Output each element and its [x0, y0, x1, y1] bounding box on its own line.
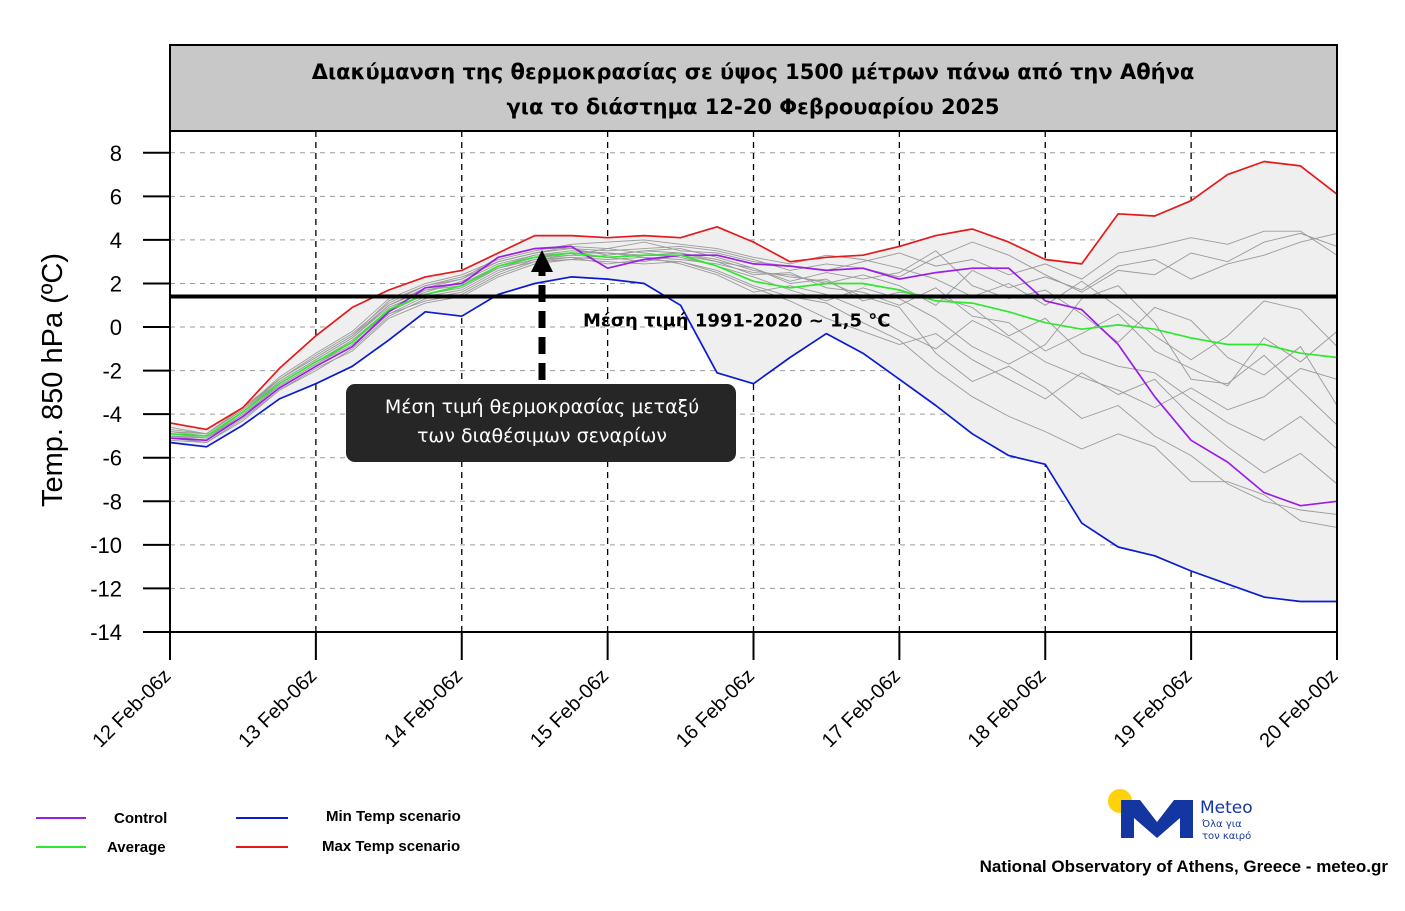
ensemble-member-line [169, 230, 1338, 435]
chart-title-line-2: για το διάστημα 12-20 Φεβρουαρίου 2025 [507, 95, 1000, 119]
x-tick-label: 12 Feb-06z [88, 665, 175, 752]
legend-label-max: Max Temp scenario [322, 838, 460, 855]
series-line-average [169, 252, 1338, 437]
series-line-control [169, 245, 1338, 507]
logo-m-icon [1121, 800, 1193, 838]
spread-envelope [170, 161, 1337, 602]
ensemble-member-line [169, 232, 1338, 437]
y-tick-label: 0 [110, 315, 122, 340]
x-tick-label: 14 Feb-06z [380, 665, 467, 752]
x-tick-label: 19 Feb-06z [1110, 665, 1197, 752]
legend-label-average: Average [107, 839, 166, 856]
ensemble-member-line [169, 239, 1338, 435]
x-tick-label: 17 Feb-06z [818, 665, 905, 752]
legend-label-control: Control [114, 810, 167, 827]
spread-area [170, 161, 1337, 602]
reference-line-label: Μέση τιμή 1991-2020 ~ 1,5 °C [583, 311, 891, 332]
y-axis-label: Temp. 850 hPa (ºC) [37, 253, 69, 507]
climatology-reference: Μέση τιμή 1991-2020 ~ 1,5 °C [170, 294, 1337, 332]
title-background [169, 44, 1338, 132]
y-tick-label: 4 [110, 228, 122, 253]
series-lines [169, 160, 1338, 603]
x-tick-label: 15 Feb-06z [526, 665, 613, 752]
legend: Control Average Min Temp scenario Max Te… [36, 808, 461, 856]
y-tick-label: 2 [110, 271, 122, 296]
y-tick-label: -6 [102, 446, 122, 471]
x-axis-ticks: 12 Feb-06z 13 Feb-06z 14 Feb-06z 15 Feb-06z… [88, 632, 1343, 752]
logo-wordmark: Meteo [1200, 798, 1253, 818]
ensemble-member-line [169, 252, 1338, 437]
y-tick-label: 6 [110, 184, 122, 209]
callout-box [346, 384, 736, 462]
callout-text-line-2: των διαθέσιμων σεναρίων [417, 425, 667, 447]
logo-tagline-2: τον καιρό [1202, 830, 1251, 842]
ensemble-member-line [169, 232, 1338, 439]
chart-title-line-1: Διακύμανση της θερμοκρασίας σε ύψος 1500… [312, 60, 1195, 84]
ensemble-member-line [169, 248, 1338, 439]
y-tick-label: 8 [110, 141, 122, 166]
x-tick-label: 20 Feb-00z [1255, 665, 1342, 752]
y-tick-label: -2 [102, 359, 122, 384]
footer-credit: National Observatory of Athens, Greece -… [980, 857, 1389, 876]
legend-label-min: Min Temp scenario [326, 808, 461, 825]
average-callout: Μέση τιμή θερμοκρασίας μεταξύ των διαθέσ… [346, 250, 736, 462]
series-line-min-temp-scenario [169, 276, 1337, 603]
y-tick-label: -14 [90, 620, 122, 645]
y-axis-ticks: 8 6 4 2 0 -2 -4 -6 -8 -10 -12 -14 [90, 141, 170, 645]
meteo-logo: Meteo Όλα για τον καιρό [1108, 789, 1253, 842]
x-tick-label: 16 Feb-06z [672, 665, 759, 752]
title-box: Διακύμανση της θερμοκρασίας σε ύψος 1500… [169, 44, 1338, 132]
logo-tagline-1: Όλα για [1201, 818, 1242, 830]
y-tick-label: -4 [102, 402, 122, 427]
x-tick-label: 18 Feb-06z [964, 665, 1051, 752]
y-tick-label: -8 [102, 489, 122, 514]
series-line-max-temp-scenario [169, 160, 1338, 431]
ensemble-member-line [169, 256, 1338, 443]
callout-text-line-1: Μέση τιμή θερμοκρασίας μεταξύ [385, 396, 699, 418]
y-tick-label: -10 [90, 533, 122, 558]
y-tick-label: -12 [90, 576, 122, 601]
callout-arrow-head [531, 250, 553, 272]
x-tick-label: 13 Feb-06z [234, 665, 321, 752]
ensemble-member-line [169, 259, 1338, 528]
